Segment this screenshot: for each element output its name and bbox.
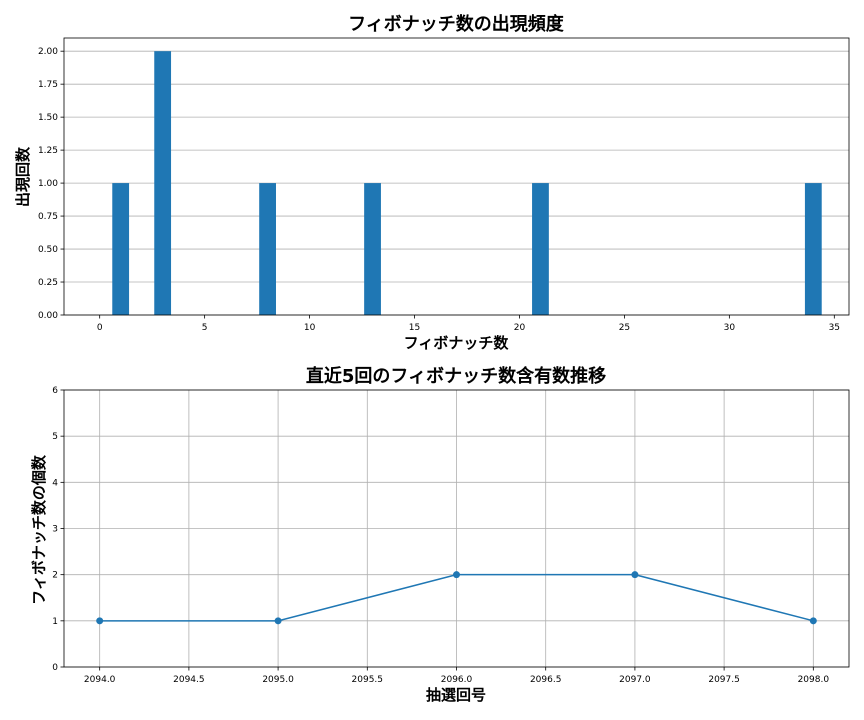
chart1-bars [112,51,822,315]
chart1-y-tick-label: 0.50 [38,245,58,255]
chart2-y-tick-label: 1 [52,617,58,627]
chart1-y-tick-label: 1.00 [38,179,58,189]
chart2-x-tick-label: 2094.0 [84,675,116,685]
chart1-bar [112,183,130,315]
chart2-y-tick-label: 2 [52,571,58,581]
chart2-title: 直近5回のフィボナッチ数含有数推移 [306,365,606,387]
chart1-bar [532,183,549,315]
chart2-x-ticks: 2094.0 2094.5 2095.0 2095.5 2096.0 2096.5 2097… [84,667,829,685]
chart2-x-tick-label: 2098.0 [798,675,830,685]
chart1-plot-frame [63,37,850,316]
chart2-x-tick-label: 2096.0 [441,675,473,685]
chart1-title: フィボナッチ数の出現頻度 [348,13,565,35]
chart1-x-tick-label: 10 [304,323,316,333]
chart1-x-tick-label: 15 [409,323,420,333]
chart1-grid [64,50,849,316]
chart2-y-tick-label: 5 [52,432,58,442]
chart1-bar [364,183,381,315]
chart2-y-axis-label: フィボナッチ数の個数 [30,454,48,605]
chart2-grid [64,389,849,668]
chart2-series [96,571,817,625]
chart1-y-tick-label: 2.00 [38,47,58,57]
chart1-x-tick-label: 25 [619,323,630,333]
chart2-x-tick-label: 2097.5 [708,675,740,685]
chart2-x-tick-label: 2094.5 [173,675,205,685]
chart1-bar [804,183,822,315]
chart2-x-tick-label: 2095.0 [262,675,294,685]
chart2-x-tick-label: 2097.0 [619,675,651,685]
chart2-x-tick-label: 2096.5 [530,675,562,685]
chart1-x-tick-label: 0 [97,323,103,333]
chart1-x-tick-label: 30 [724,323,736,333]
chart2-data-point [631,571,639,579]
chart1-x-ticks: 0 5 10 15 20 25 30 35 [97,315,840,333]
chart2-y-tick-label: 6 [52,386,58,396]
chart2-y-tick-label: 0 [52,663,58,673]
chart1-y-ticks: 0.00 0.25 0.50 0.75 1.00 1.25 1.50 1.75 2.00 [38,47,64,321]
chart1-y-tick-label: 1.25 [38,146,58,156]
chart2-x-tick-label: 2095.5 [352,675,384,685]
chart1-y-tick-label: 0.75 [38,212,58,222]
chart2-y-tick-label: 3 [52,525,58,535]
chart1-y-axis-label: 出現回数 [14,146,32,207]
chart1-y-tick-label: 1.50 [38,113,58,123]
chart1-x-tick-label: 20 [514,323,526,333]
chart2-data-point [96,617,104,625]
chart1-x-axis-label: フィボナッチ数 [404,334,510,352]
chart1-x-tick-label: 5 [202,323,208,333]
chart2-y-tick-label: 4 [52,478,58,488]
chart-fibonacci-trend: 直近5回のフィボナッチ数含有数推移 2094.0 2094.5 2095.0 2095… [30,365,850,704]
chart2-x-axis-label: 抽選回号 [426,686,486,704]
chart1-bar [154,51,172,315]
chart1-bar [259,183,276,315]
chart2-data-point [274,617,282,625]
chart2-data-point [809,617,817,625]
chart1-y-tick-label: 0.25 [38,278,58,288]
chart1-y-tick-label: 1.75 [38,80,58,90]
chart1-y-tick-label: 0.00 [38,311,58,321]
chart-fibonacci-frequency: フィボナッチ数の出現頻度 0 5 10 15 20 25 30 35 0.00 0.25 0.50… [14,13,850,352]
chart2-y-ticks: 0 1 2 3 4 5 6 [52,386,64,673]
chart2-data-point [453,571,460,579]
chart1-x-tick-label: 35 [829,323,840,333]
